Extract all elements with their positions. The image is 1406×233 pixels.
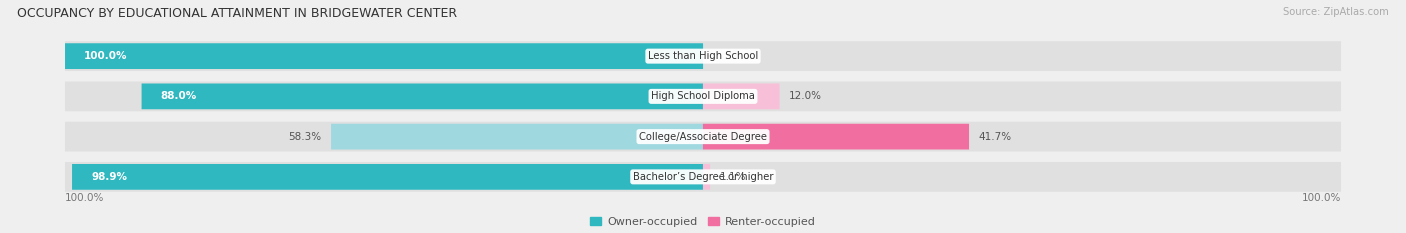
Text: High School Diploma: High School Diploma [651, 91, 755, 101]
Text: 1.1%: 1.1% [720, 172, 747, 182]
FancyBboxPatch shape [330, 124, 703, 150]
Text: Bachelor’s Degree or higher: Bachelor’s Degree or higher [633, 172, 773, 182]
Text: 41.7%: 41.7% [979, 132, 1012, 142]
Text: 100.0%: 100.0% [1302, 193, 1341, 203]
Text: OCCUPANCY BY EDUCATIONAL ATTAINMENT IN BRIDGEWATER CENTER: OCCUPANCY BY EDUCATIONAL ATTAINMENT IN B… [17, 7, 457, 20]
Text: 12.0%: 12.0% [789, 91, 823, 101]
FancyBboxPatch shape [72, 164, 703, 190]
Text: 98.9%: 98.9% [91, 172, 128, 182]
FancyBboxPatch shape [65, 122, 1341, 151]
FancyBboxPatch shape [703, 124, 969, 150]
FancyBboxPatch shape [65, 41, 1341, 71]
Text: Source: ZipAtlas.com: Source: ZipAtlas.com [1284, 7, 1389, 17]
Legend: Owner-occupied, Renter-occupied: Owner-occupied, Renter-occupied [586, 212, 820, 231]
Text: Less than High School: Less than High School [648, 51, 758, 61]
FancyBboxPatch shape [703, 164, 710, 190]
Text: 88.0%: 88.0% [160, 91, 197, 101]
Text: College/Associate Degree: College/Associate Degree [638, 132, 768, 142]
FancyBboxPatch shape [142, 83, 703, 109]
FancyBboxPatch shape [65, 162, 1341, 192]
Text: 100.0%: 100.0% [84, 51, 128, 61]
Text: 100.0%: 100.0% [65, 193, 104, 203]
FancyBboxPatch shape [65, 43, 703, 69]
FancyBboxPatch shape [703, 83, 779, 109]
FancyBboxPatch shape [65, 82, 1341, 111]
Text: 58.3%: 58.3% [288, 132, 322, 142]
